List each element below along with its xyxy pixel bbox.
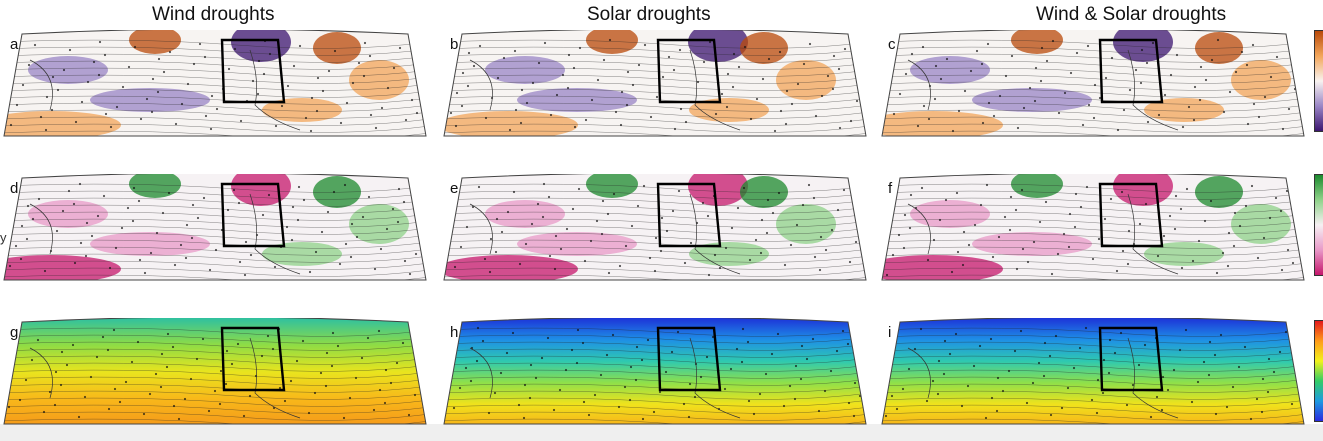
map-b [443,30,867,137]
panel-letter-d: d [10,180,19,197]
map-h [443,318,867,425]
map-d [3,174,427,281]
panel-letter-g: g [10,324,19,341]
panel-f: f [878,174,1308,282]
panel-b: b [440,30,870,138]
cropped-axis-label: y [0,230,7,245]
column-title-solar: Solar droughts [587,4,711,25]
map-e [443,174,867,281]
panel-letter-h: h [450,324,459,341]
panel-c: c [878,30,1308,138]
map-f [881,174,1305,281]
map-i [881,318,1305,425]
panel-letter-f: f [888,180,893,197]
panel-letter-i: i [888,324,892,341]
map-g [3,318,427,425]
colorbar-pressure [1314,30,1323,132]
colorbar-moisture [1314,174,1323,276]
panel-d: d [0,174,430,282]
panel-e: e [440,174,870,282]
panel-h: h [440,318,870,426]
map-c [881,30,1305,137]
panel-a: a [0,30,430,138]
panel-letter-a: a [10,36,19,53]
map-a [3,30,427,137]
colorbar-temperature [1314,320,1323,422]
panel-i: i [878,318,1308,426]
panel-letter-c: c [888,36,896,53]
panel-g: g [0,318,430,426]
bottom-strip [0,424,1323,441]
panel-letter-b: b [450,36,459,53]
column-title-wind-solar: Wind & Solar droughts [1036,4,1227,25]
panel-letter-e: e [450,180,459,197]
column-title-wind: Wind droughts [152,4,275,25]
